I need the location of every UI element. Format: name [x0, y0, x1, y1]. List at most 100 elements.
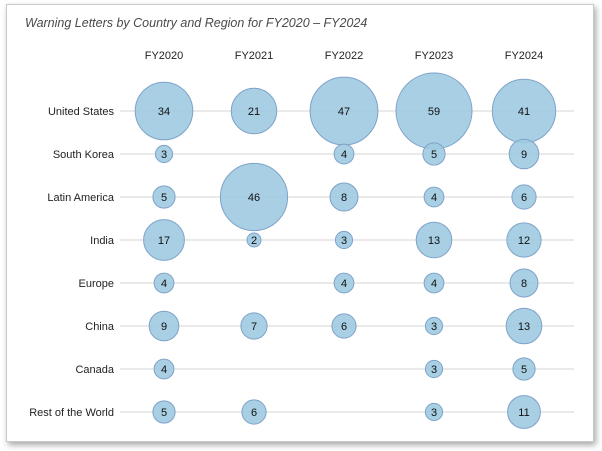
bubble: 3 — [154, 144, 174, 164]
bubble: 4 — [153, 358, 175, 380]
bubble-value-label: 3 — [431, 407, 437, 419]
column-label-fy2023: FY2023 — [415, 50, 454, 62]
bubble-mark — [506, 222, 542, 258]
bubble-mark — [246, 232, 262, 248]
bubble: 17 — [143, 219, 185, 261]
bubble-mark — [508, 138, 540, 170]
row-label-rest-of-the-world: Rest of the World — [29, 407, 114, 419]
bubble: 5 — [422, 142, 446, 166]
bubble-value-label: 7 — [251, 321, 257, 333]
bubble-value-label: 9 — [521, 149, 527, 161]
bubble-value-label: 41 — [518, 106, 530, 118]
bubble-value-label: 4 — [341, 149, 347, 161]
bubble: 47 — [309, 76, 379, 146]
bubble-value-label: 2 — [251, 235, 257, 247]
bubble: 13 — [505, 307, 543, 345]
bubble-mark — [422, 142, 446, 166]
bubble-mark — [134, 81, 194, 141]
bubble-mark — [153, 358, 175, 380]
bubble-mark — [334, 230, 354, 250]
column-label-fy2022: FY2022 — [325, 50, 364, 62]
bubble: 6 — [241, 399, 267, 425]
bubble-mark — [240, 312, 268, 340]
bubble-value-label: 3 — [341, 235, 347, 247]
bubble-mark — [333, 143, 355, 165]
bubble-value-label: 4 — [161, 364, 167, 376]
bubble: 4 — [333, 272, 355, 294]
bubble-mark — [148, 310, 180, 342]
bubble-value-label: 12 — [518, 235, 530, 247]
bubble-mark — [329, 182, 359, 212]
bubble: 34 — [134, 81, 194, 141]
bubble: 21 — [230, 87, 278, 135]
bubble-value-label: 3 — [431, 321, 437, 333]
bubble: 8 — [329, 182, 359, 212]
bubble-mark — [509, 268, 539, 298]
bubble-value-label: 3 — [431, 364, 437, 376]
bubble: 3 — [424, 316, 444, 336]
bubble: 4 — [153, 272, 175, 294]
bubble: 6 — [511, 184, 537, 210]
row-label-south-korea: South Korea — [53, 149, 115, 161]
bubble-mark — [511, 184, 537, 210]
row-label-united-states: United States — [48, 106, 115, 118]
bubble-mark — [152, 185, 176, 209]
bubble-mark — [333, 272, 355, 294]
bubble-value-label: 17 — [158, 235, 170, 247]
bubble-value-label: 34 — [158, 106, 170, 118]
bubble-mark — [219, 162, 289, 232]
bubble-mark — [230, 87, 278, 135]
chart-title: Warning Letters by Country and Region fo… — [25, 16, 368, 30]
bubble: 41 — [491, 78, 557, 144]
bubble: 9 — [148, 310, 180, 342]
row-label-canada: Canada — [75, 364, 114, 376]
bubble-value-label: 13 — [428, 235, 440, 247]
bubble-mark — [152, 400, 176, 424]
bubble-value-label: 13 — [518, 321, 530, 333]
bubble-mark — [423, 272, 445, 294]
bubble: 5 — [152, 185, 176, 209]
bubble-value-label: 5 — [521, 364, 527, 376]
bubble-value-label: 8 — [521, 278, 527, 290]
bubble-value-label: 4 — [431, 278, 437, 290]
bubble-mark — [153, 272, 175, 294]
bubble-mark — [415, 221, 453, 259]
row-label-india: India — [90, 235, 115, 247]
bubble-mark — [423, 186, 445, 208]
bubble-mark — [505, 307, 543, 345]
row-labels: United States South Korea Latin America Ind… — [29, 106, 115, 419]
bubble: 4 — [333, 143, 355, 165]
bubble: 3 — [424, 402, 444, 422]
row-label-latin-america: Latin America — [47, 192, 115, 204]
column-labels: FY2020 FY2021 FY2022 FY2023 FY2024 — [145, 50, 544, 62]
bubble-value-label: 21 — [248, 106, 260, 118]
bubble-value-label: 5 — [161, 407, 167, 419]
bubble: 8 — [509, 268, 539, 298]
bubble-mark — [154, 144, 174, 164]
bubble: 12 — [506, 222, 542, 258]
bubble-value-label: 6 — [521, 192, 527, 204]
bubble-value-label: 4 — [341, 278, 347, 290]
bubble-value-label: 6 — [341, 321, 347, 333]
bubble-mark — [507, 395, 541, 429]
bubble-value-label: 8 — [341, 192, 347, 204]
bubble-value-label: 5 — [431, 149, 437, 161]
bubble: 7 — [240, 312, 268, 340]
bubble: 13 — [415, 221, 453, 259]
bubble-value-label: 4 — [431, 192, 437, 204]
bubble-mark — [424, 316, 444, 336]
bubble: 3 — [424, 359, 444, 379]
bubble: 5 — [152, 400, 176, 424]
bubble-value-label: 11 — [518, 407, 529, 419]
bubble: 59 — [395, 72, 473, 150]
bubble: 4 — [423, 272, 445, 294]
column-label-fy2020: FY2020 — [145, 50, 184, 62]
column-label-fy2021: FY2021 — [235, 50, 274, 62]
bubble-value-label: 59 — [428, 106, 440, 118]
bubble-value-label: 3 — [161, 149, 167, 161]
bubble-value-label: 6 — [251, 407, 257, 419]
bubble-value-label: 5 — [161, 192, 167, 204]
bubble-mark — [424, 402, 444, 422]
bubble-value-label: 4 — [161, 278, 167, 290]
bubble: 4 — [423, 186, 445, 208]
